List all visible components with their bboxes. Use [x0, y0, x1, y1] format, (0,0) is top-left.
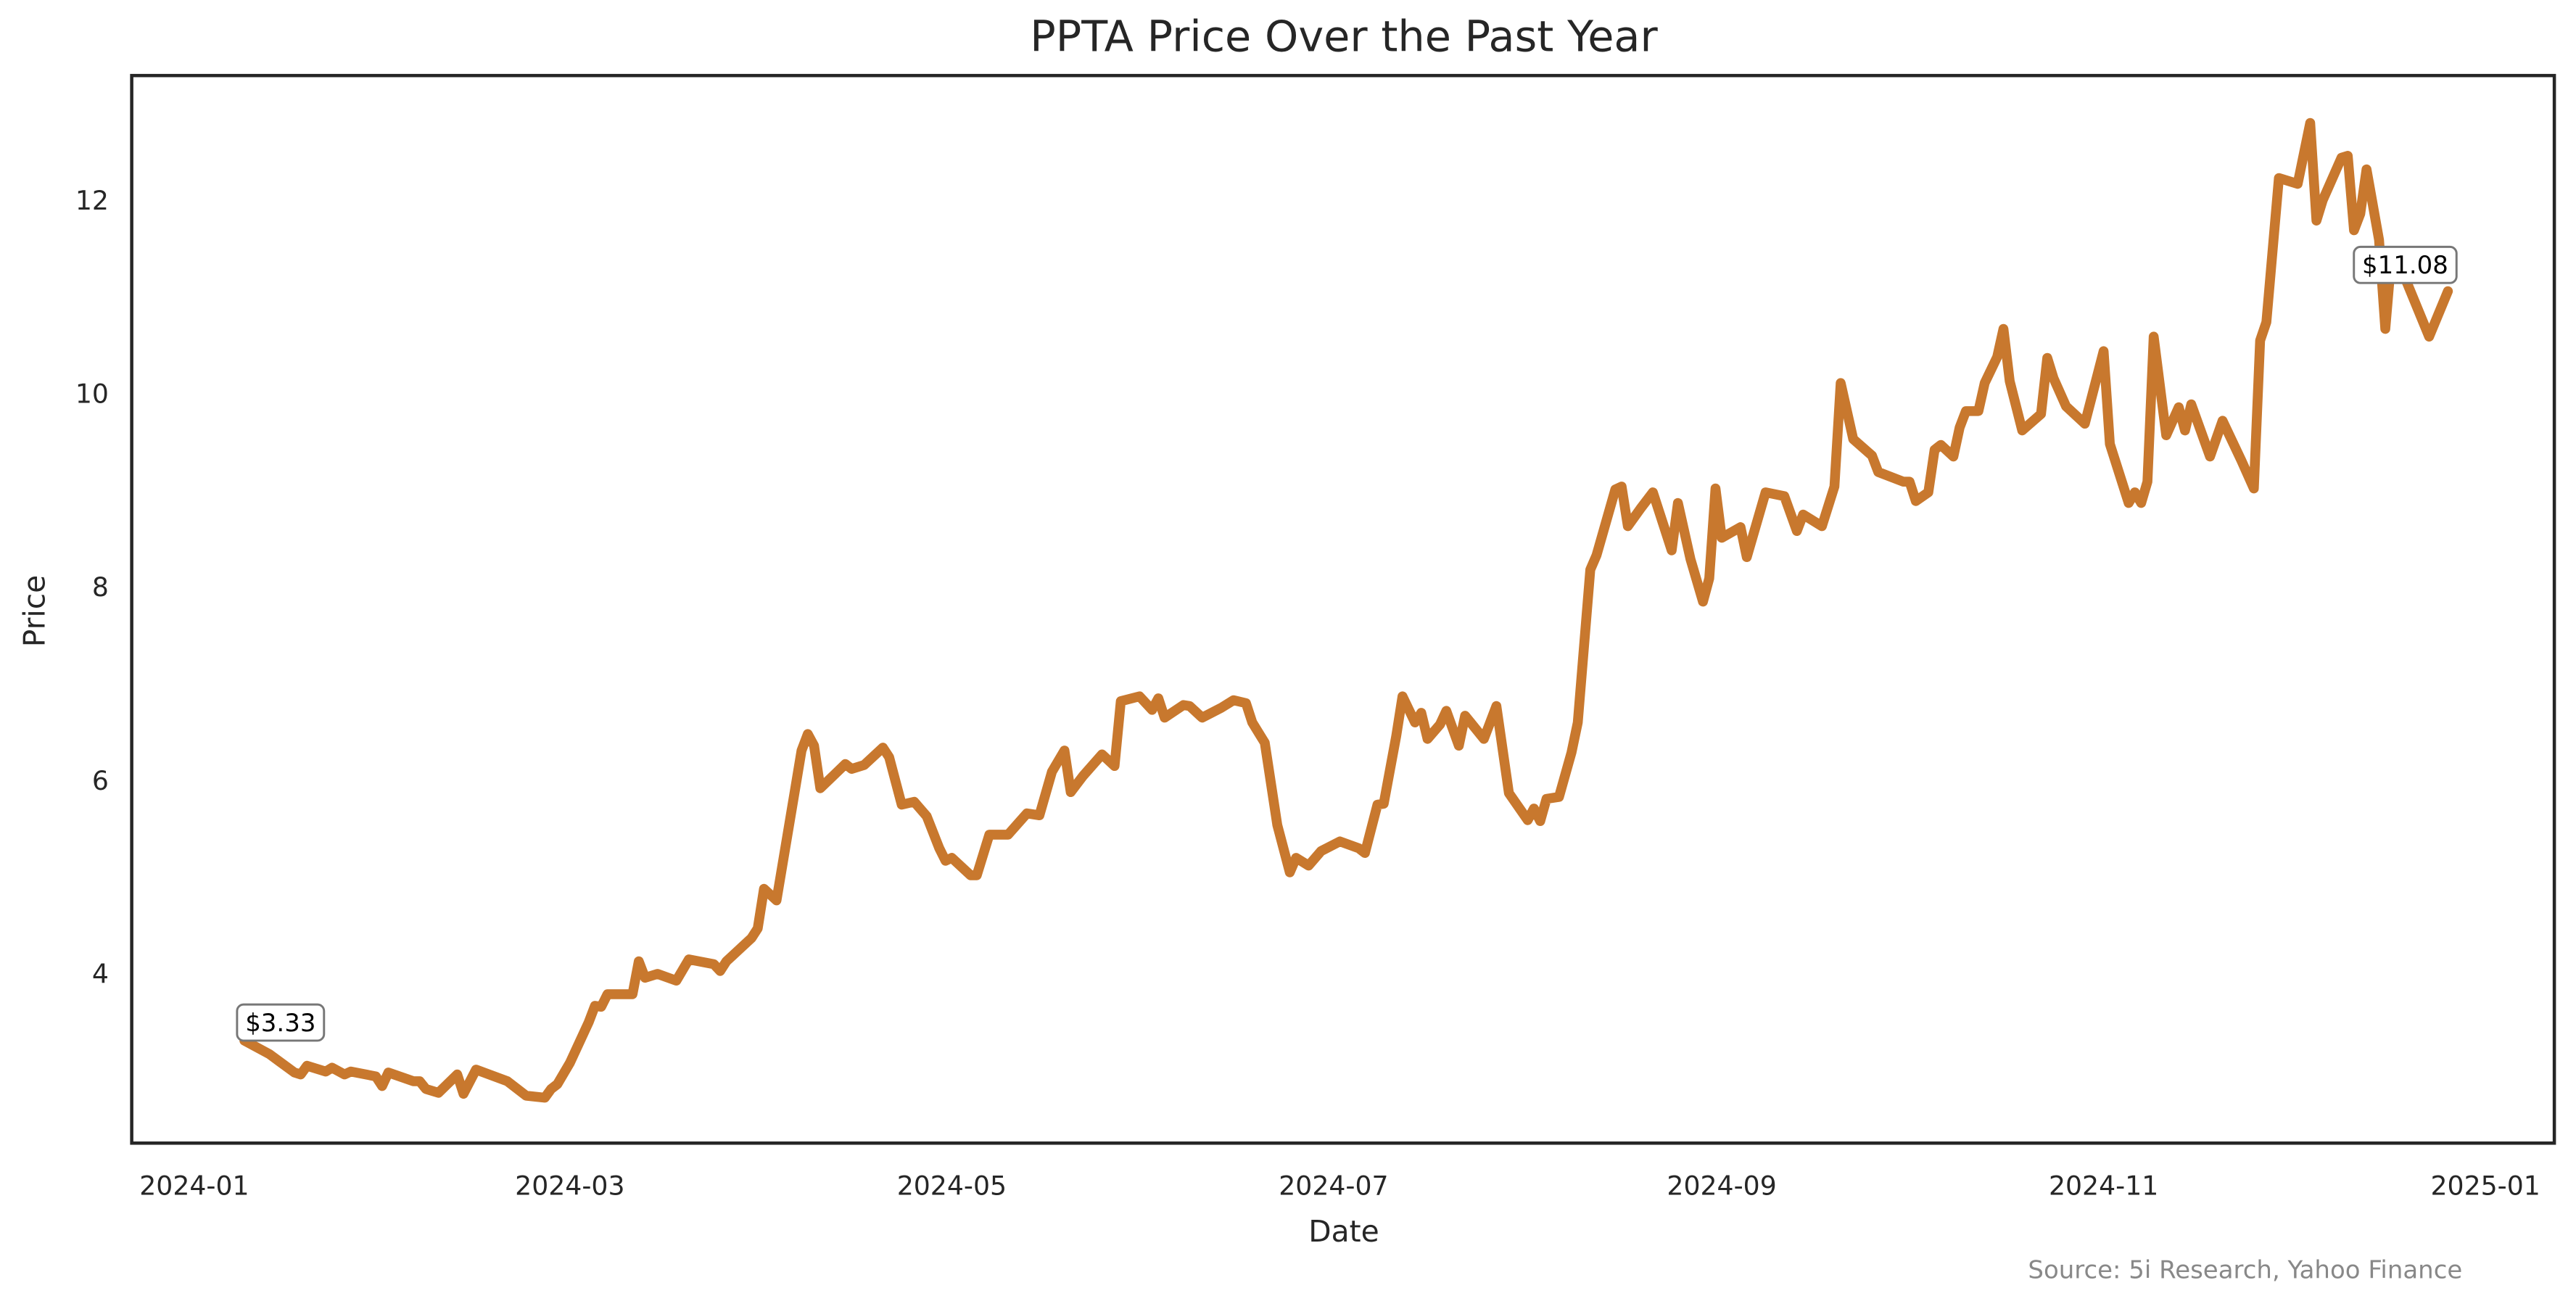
- y-tick-label: 12: [75, 185, 109, 216]
- annotation: $11.08: [2353, 245, 2458, 284]
- annotation-label: $11.08: [2362, 251, 2448, 280]
- x-tick-label: 2024-09: [1667, 1170, 1776, 1201]
- x-tick-label: 2024-03: [515, 1170, 624, 1201]
- source-note: Source: 5i Research, Yahoo Finance: [2028, 1255, 2462, 1284]
- annotation-box: [236, 1003, 326, 1042]
- y-tick-label: 10: [75, 379, 109, 410]
- x-tick-label: 2024-11: [2049, 1170, 2158, 1201]
- x-axis-label: Date: [1308, 1214, 1379, 1249]
- chart-title: PPTA Price Over the Past Year: [1030, 11, 1658, 61]
- price-line: [239, 117, 2453, 1103]
- plot-frame: [130, 73, 2556, 1145]
- annotation-box: [2353, 245, 2458, 284]
- y-tick-label: 6: [92, 765, 109, 796]
- x-tick-label: 2024-07: [1279, 1170, 1388, 1201]
- x-tick-label: 2024-01: [139, 1170, 249, 1201]
- y-axis-label: Price: [17, 575, 51, 647]
- y-tick-label: 4: [92, 959, 109, 990]
- x-tick-label: 2025-01: [2430, 1170, 2540, 1201]
- y-tick-label: 8: [92, 571, 109, 603]
- x-tick-label: 2024-05: [897, 1170, 1007, 1201]
- annotation-label: $3.33: [245, 1009, 315, 1038]
- annotation: $3.33: [236, 1003, 326, 1042]
